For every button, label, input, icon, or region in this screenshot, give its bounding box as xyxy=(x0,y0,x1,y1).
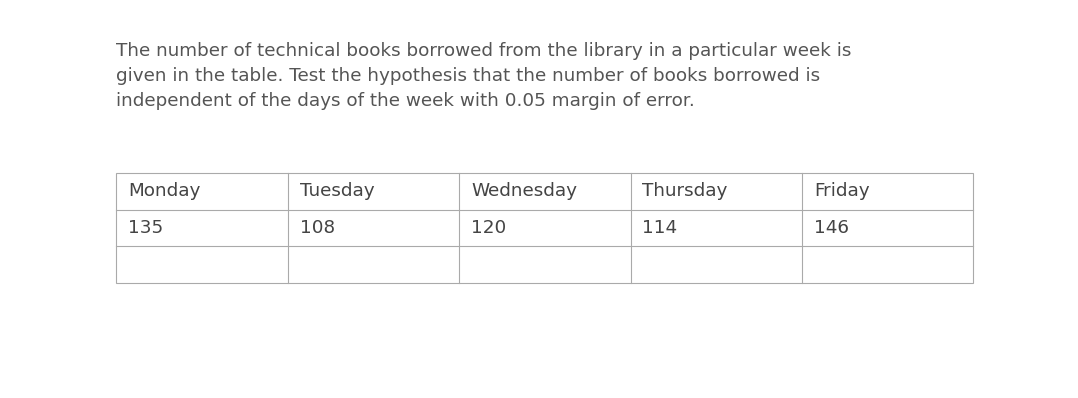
Text: The number of technical books borrowed from the library in a particular week is
: The number of technical books borrowed f… xyxy=(116,42,852,110)
Text: 108: 108 xyxy=(300,219,335,237)
Text: Friday: Friday xyxy=(814,182,870,201)
Text: Thursday: Thursday xyxy=(642,182,728,201)
Text: 135: 135 xyxy=(128,219,164,237)
Bar xyxy=(116,173,973,283)
Text: Tuesday: Tuesday xyxy=(300,182,374,201)
Text: Wednesday: Wednesday xyxy=(471,182,577,201)
Text: 146: 146 xyxy=(814,219,848,237)
Text: 120: 120 xyxy=(471,219,507,237)
Text: Monday: Monday xyxy=(128,182,201,201)
Text: 114: 114 xyxy=(642,219,678,237)
